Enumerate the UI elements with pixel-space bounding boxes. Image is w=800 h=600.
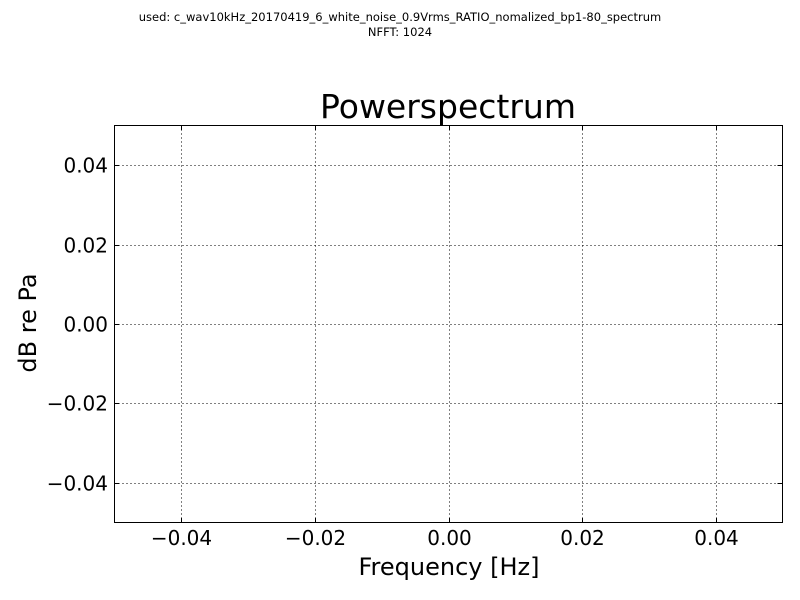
y-tick-label: 0.02 <box>63 234 108 258</box>
y-tick-label: 0.00 <box>63 313 108 337</box>
y-axis-label: dB re Pa <box>14 273 42 372</box>
y-tick-label: 0.04 <box>63 154 108 178</box>
plot-frame <box>114 125 783 523</box>
x-tick-labels: −0.04 −0.02 0.00 0.02 0.04 <box>151 526 739 550</box>
y-tick-labels: −0.04 −0.02 0.00 0.02 0.04 <box>47 154 108 496</box>
x-tick-label: 0.00 <box>427 526 472 550</box>
grid-lines <box>114 125 783 523</box>
x-tick-label: −0.02 <box>285 526 346 550</box>
x-axis-label: Frequency [Hz] <box>359 553 540 581</box>
y-tick-label: −0.04 <box>47 472 108 496</box>
x-tick-label: −0.04 <box>151 526 212 550</box>
nfft-note: NFFT: 1024 <box>367 25 433 39</box>
x-tick-label: 0.02 <box>560 526 605 550</box>
y-tick-label: −0.02 <box>47 392 108 416</box>
source-file-note: used: c_wav10kHz_20170419_6_white_noise_… <box>138 10 662 24</box>
chart-title: Powerspectrum <box>320 87 576 126</box>
x-tick-label: 0.04 <box>694 526 739 550</box>
axis-ticks <box>114 125 783 523</box>
